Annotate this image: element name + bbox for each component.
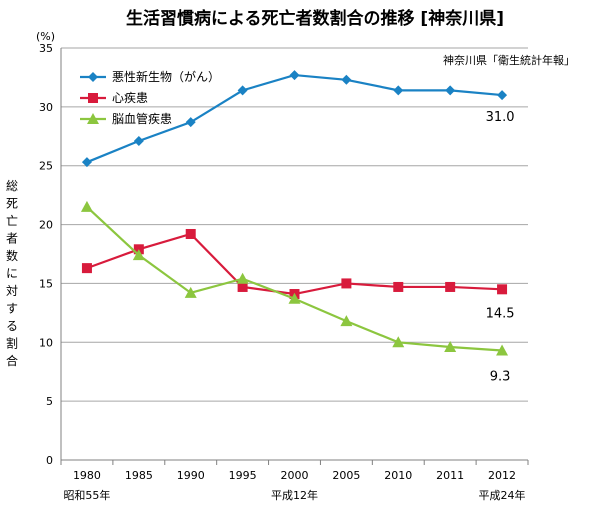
data-point	[236, 272, 249, 284]
data-point	[81, 157, 92, 168]
x-tick-label: 1995	[229, 469, 257, 482]
y-axis-label-char: 数	[6, 248, 18, 263]
x-tick-label: 2010	[384, 469, 412, 482]
y-axis-label-char: 死	[6, 197, 18, 211]
series-line	[86, 206, 503, 352]
legend-label: 心疾患	[112, 90, 148, 105]
data-point	[445, 85, 456, 96]
y-axis-label-char: 割	[6, 336, 18, 351]
x-tick-label: 2011	[436, 469, 464, 482]
data-point	[80, 200, 93, 212]
data-point	[341, 278, 352, 289]
y-axis-label-char: す	[6, 302, 18, 316]
data-point	[392, 336, 405, 348]
source-label: 神奈川県「衛生統計年報」	[443, 53, 575, 67]
end-value-label: 9.3	[490, 370, 511, 385]
x-tick-label: 1985	[125, 469, 153, 482]
legend-label: 悪性新生物（がん）	[112, 69, 220, 84]
data-point	[444, 340, 457, 352]
y-tick-label: 30	[39, 101, 53, 114]
end-value-label: 14.5	[486, 306, 515, 321]
data-point	[185, 228, 196, 239]
y-axis-label-char: る	[6, 319, 18, 333]
x-tick-label: 2012	[488, 469, 516, 482]
y-axis-label-char: 総	[6, 179, 18, 193]
legend-marker	[88, 93, 98, 103]
legend-marker	[87, 113, 99, 124]
y-tick-label: 25	[39, 160, 53, 173]
y-axis-label-char: 合	[6, 353, 18, 368]
data-point	[497, 284, 508, 295]
y-tick-label: 15	[39, 277, 53, 290]
data-point	[341, 74, 352, 85]
data-point	[445, 281, 456, 292]
chart-title: 生活習慣病による死亡者数割合の推移 [神奈川県]	[126, 8, 504, 29]
data-point	[133, 135, 144, 146]
x-tick-label: 1980	[73, 469, 101, 482]
data-point	[393, 85, 404, 96]
data-point	[497, 90, 508, 101]
data-point	[132, 249, 145, 261]
legend-label: 脳血管疾患	[112, 111, 172, 126]
era-label: 平成12年	[271, 488, 318, 502]
data-point	[340, 315, 353, 327]
y-axis-label-char: 亡	[6, 214, 18, 228]
data-point	[288, 292, 301, 304]
data-point	[185, 117, 196, 128]
x-tick-label: 1990	[177, 469, 205, 482]
y-tick-label: 10	[39, 336, 53, 349]
data-point	[289, 70, 300, 81]
y-tick-label: 5	[46, 395, 53, 408]
data-point	[237, 85, 248, 96]
y-unit-label: (%)	[36, 30, 55, 43]
y-axis-label-char: に	[6, 267, 18, 281]
y-axis-label-char: 対	[6, 284, 18, 298]
y-tick-label: 0	[46, 454, 53, 467]
y-axis-label-char: 者	[6, 232, 18, 246]
y-tick-label: 20	[39, 219, 53, 232]
legend-marker	[88, 72, 98, 82]
x-tick-label: 2000	[281, 469, 309, 482]
era-label: 昭和55年	[63, 488, 110, 502]
era-label: 平成24年	[479, 488, 526, 502]
data-point	[393, 281, 404, 292]
end-value-label: 31.0	[486, 110, 515, 125]
plot-area: 0 5 10 15 20 25 30 35 1980 1985 1990 1995 2000 2005 20…	[6, 42, 529, 502]
y-tick-label: 35	[39, 42, 53, 55]
data-point	[237, 281, 248, 292]
data-point	[184, 286, 197, 298]
data-point	[496, 344, 509, 356]
x-tick-label: 2005	[332, 469, 360, 482]
data-point	[81, 263, 92, 274]
